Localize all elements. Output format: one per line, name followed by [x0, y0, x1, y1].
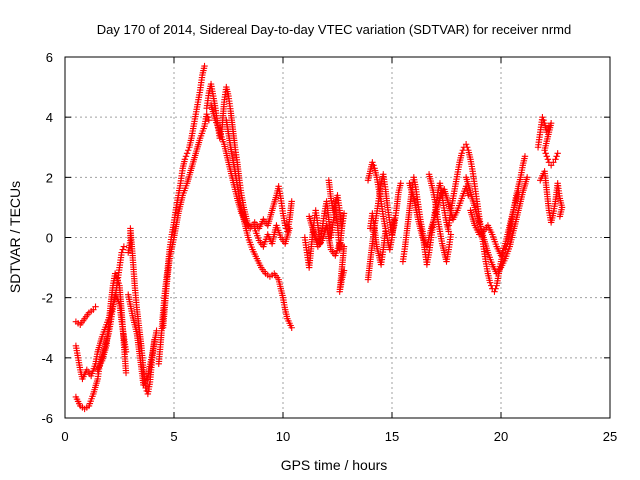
x-axis-label: GPS time / hours — [281, 457, 388, 473]
y-tick-label: 2 — [46, 170, 53, 185]
plus-marker-trace — [305, 213, 348, 295]
series-trace-20 — [406, 180, 472, 250]
y-tick-label: 6 — [46, 50, 53, 65]
y-tick-label: -2 — [41, 291, 53, 306]
plus-marker-trace — [223, 116, 295, 331]
series-trace-26 — [537, 168, 566, 226]
plot-frame — [64, 56, 611, 419]
x-tick-label: 0 — [61, 429, 68, 444]
plus-marker-trace — [251, 222, 293, 250]
axis-ticks: 0 5 10 15 20 25 -6 -4 -2 0 2 4 6 — [41, 50, 617, 444]
series-trace-11 — [223, 116, 295, 331]
x-tick-label: 5 — [170, 429, 177, 444]
series-trace-18 — [367, 210, 389, 268]
series-trace-1 — [72, 303, 99, 328]
plus-marker-trace — [534, 113, 561, 169]
series-trace-25 — [534, 113, 561, 169]
series-trace-8 — [159, 110, 213, 331]
plus-marker-trace — [537, 168, 566, 226]
series-trace-4 — [94, 270, 130, 377]
plus-marker-trace — [125, 291, 160, 389]
plus-marker-trace — [125, 225, 158, 398]
y-tick-label: -4 — [41, 351, 53, 366]
plus-marker-trace — [467, 189, 522, 259]
chart-title: Day 170 of 2014, Sidereal Day-to-day VTE… — [97, 22, 571, 37]
data-points — [72, 62, 566, 413]
series-trace-23 — [462, 174, 531, 277]
x-tick-label: 15 — [385, 429, 399, 444]
y-tick-label: -6 — [41, 411, 53, 426]
series-trace-5 — [125, 225, 158, 398]
plus-marker-trace — [94, 270, 130, 377]
y-tick-label: 4 — [46, 110, 53, 125]
x-tick-label: 10 — [276, 429, 290, 444]
series-trace-6 — [125, 291, 160, 389]
series-trace-14 — [305, 213, 348, 295]
series-trace-12 — [251, 222, 293, 250]
series-trace-15 — [325, 177, 346, 232]
plus-marker-trace — [325, 177, 346, 232]
plus-marker-trace — [159, 110, 213, 331]
y-tick-label: 0 — [46, 231, 53, 246]
plus-marker-trace — [425, 171, 455, 265]
plus-marker-trace — [72, 303, 99, 328]
series-trace-24 — [467, 189, 522, 259]
x-tick-label: 20 — [494, 429, 508, 444]
plus-marker-trace — [462, 174, 531, 277]
plus-marker-trace — [367, 210, 389, 268]
series-trace-21 — [425, 171, 455, 265]
y-axis-label: SDTVAR / TECUs — [7, 181, 23, 293]
x-tick-label: 25 — [603, 429, 617, 444]
plus-marker-trace — [406, 180, 472, 250]
